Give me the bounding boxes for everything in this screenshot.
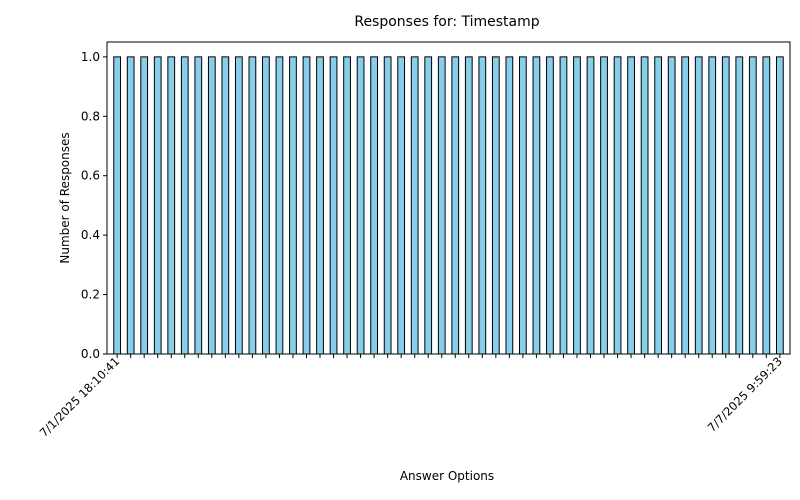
bar — [316, 56, 324, 355]
bar — [302, 56, 311, 355]
bar — [586, 56, 595, 355]
bar — [735, 56, 744, 355]
bar — [478, 56, 487, 355]
bar — [410, 56, 419, 355]
bar — [694, 56, 703, 355]
bar — [262, 56, 270, 355]
bar — [775, 56, 784, 355]
y-axis-label: Number of Responses — [58, 132, 72, 263]
bar — [762, 56, 771, 355]
bar — [248, 56, 257, 355]
bar — [640, 56, 649, 355]
x-tick-label: 7/1/2025 18:10:41 — [37, 354, 123, 440]
bar — [708, 56, 717, 355]
bar — [519, 56, 527, 355]
bar — [559, 56, 568, 355]
x-axis-ticks: 7/1/2025 18:10:41 7/7/2025 9:59:23 — [37, 354, 785, 440]
bar — [370, 56, 378, 355]
bar — [140, 56, 149, 355]
bar — [221, 56, 230, 355]
x-tick-label: 7/7/2025 9:59:23 — [705, 354, 785, 434]
bar — [424, 56, 433, 355]
bar — [627, 56, 635, 355]
bar — [275, 56, 284, 355]
bar — [234, 56, 243, 355]
bar — [546, 56, 554, 355]
y-tick-label: 0.2 — [81, 288, 100, 302]
bar — [748, 56, 757, 355]
bar — [180, 56, 189, 355]
bar — [464, 56, 473, 355]
bar — [167, 56, 176, 355]
bar — [383, 56, 392, 355]
bar — [667, 56, 676, 355]
bar — [329, 56, 338, 355]
y-tick-label: 0.6 — [81, 169, 100, 183]
bar — [451, 56, 460, 355]
bar — [397, 56, 406, 355]
y-tick-label: 0.0 — [81, 347, 100, 361]
bar — [207, 56, 216, 355]
bar — [153, 56, 162, 355]
bar — [126, 56, 135, 355]
bar — [721, 56, 730, 355]
bar — [356, 56, 365, 355]
bar — [343, 56, 351, 355]
y-tick-label: 0.4 — [81, 228, 100, 242]
y-tick-label: 1.0 — [81, 50, 100, 64]
bar — [289, 56, 297, 355]
bar — [613, 56, 622, 355]
bar — [113, 56, 122, 355]
y-axis-ticks: 0.0 0.2 0.4 0.6 0.8 1.0 — [81, 50, 107, 361]
plot-frame — [106, 41, 791, 355]
bar — [681, 56, 690, 355]
x-axis-label: Answer Options — [400, 469, 494, 483]
y-tick-label: 0.8 — [81, 109, 100, 123]
bar — [532, 56, 541, 355]
bar — [194, 56, 203, 355]
bar — [573, 56, 581, 355]
bar — [491, 56, 500, 355]
bar — [654, 56, 663, 355]
bar — [437, 56, 446, 355]
bars-group — [113, 56, 784, 355]
bar — [505, 56, 514, 355]
bar — [600, 56, 608, 355]
chart-title: Responses for: Timestamp — [354, 14, 539, 30]
